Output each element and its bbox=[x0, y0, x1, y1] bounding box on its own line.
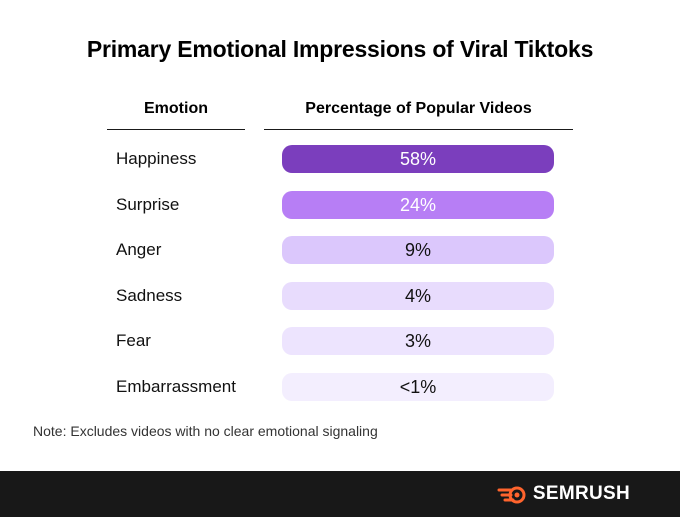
emotion-label: Surprise bbox=[116, 195, 180, 214]
percentage-header-underline bbox=[264, 129, 573, 130]
percentage-pill: 58% bbox=[282, 145, 554, 173]
brand-logo: SEMRUSH bbox=[497, 483, 630, 505]
percentage-pill: 4% bbox=[282, 282, 554, 310]
emotion-label: Fear bbox=[116, 331, 151, 350]
brand-name: SEMRUSH bbox=[532, 483, 630, 504]
emotion-header-underline bbox=[107, 129, 245, 130]
emotion-label: Anger bbox=[116, 240, 162, 259]
percentage-pill: 9% bbox=[282, 236, 554, 264]
chart-title: Primary Emotional Impressions of Viral T… bbox=[86, 36, 594, 62]
percentage-pill: 3% bbox=[282, 327, 554, 355]
percentage-column-header: Percentage of Popular Videos bbox=[305, 100, 532, 117]
footer-bar: SEMRUSH bbox=[0, 471, 680, 517]
emotion-label: Embarrassment bbox=[116, 377, 236, 396]
emotion-label: Sadness bbox=[116, 286, 183, 305]
semrush-fire-icon bbox=[497, 486, 526, 504]
footnote: Note: Excludes videos with no clear emot… bbox=[33, 423, 378, 439]
percentage-pill: 24% bbox=[282, 191, 554, 219]
emotion-label: Happiness bbox=[116, 149, 197, 168]
emotion-column-header: Emotion bbox=[144, 100, 208, 117]
percentage-pill: <1% bbox=[282, 373, 554, 401]
